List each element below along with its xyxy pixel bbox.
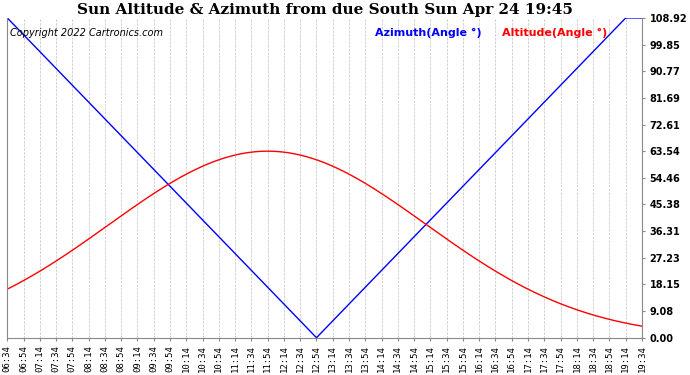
- Text: Azimuth(Angle °): Azimuth(Angle °): [375, 27, 482, 38]
- Text: Copyright 2022 Cartronics.com: Copyright 2022 Cartronics.com: [10, 27, 164, 38]
- Text: Altitude(Angle °): Altitude(Angle °): [502, 27, 608, 38]
- Title: Sun Altitude & Azimuth from due South Sun Apr 24 19:45: Sun Altitude & Azimuth from due South Su…: [77, 3, 573, 17]
